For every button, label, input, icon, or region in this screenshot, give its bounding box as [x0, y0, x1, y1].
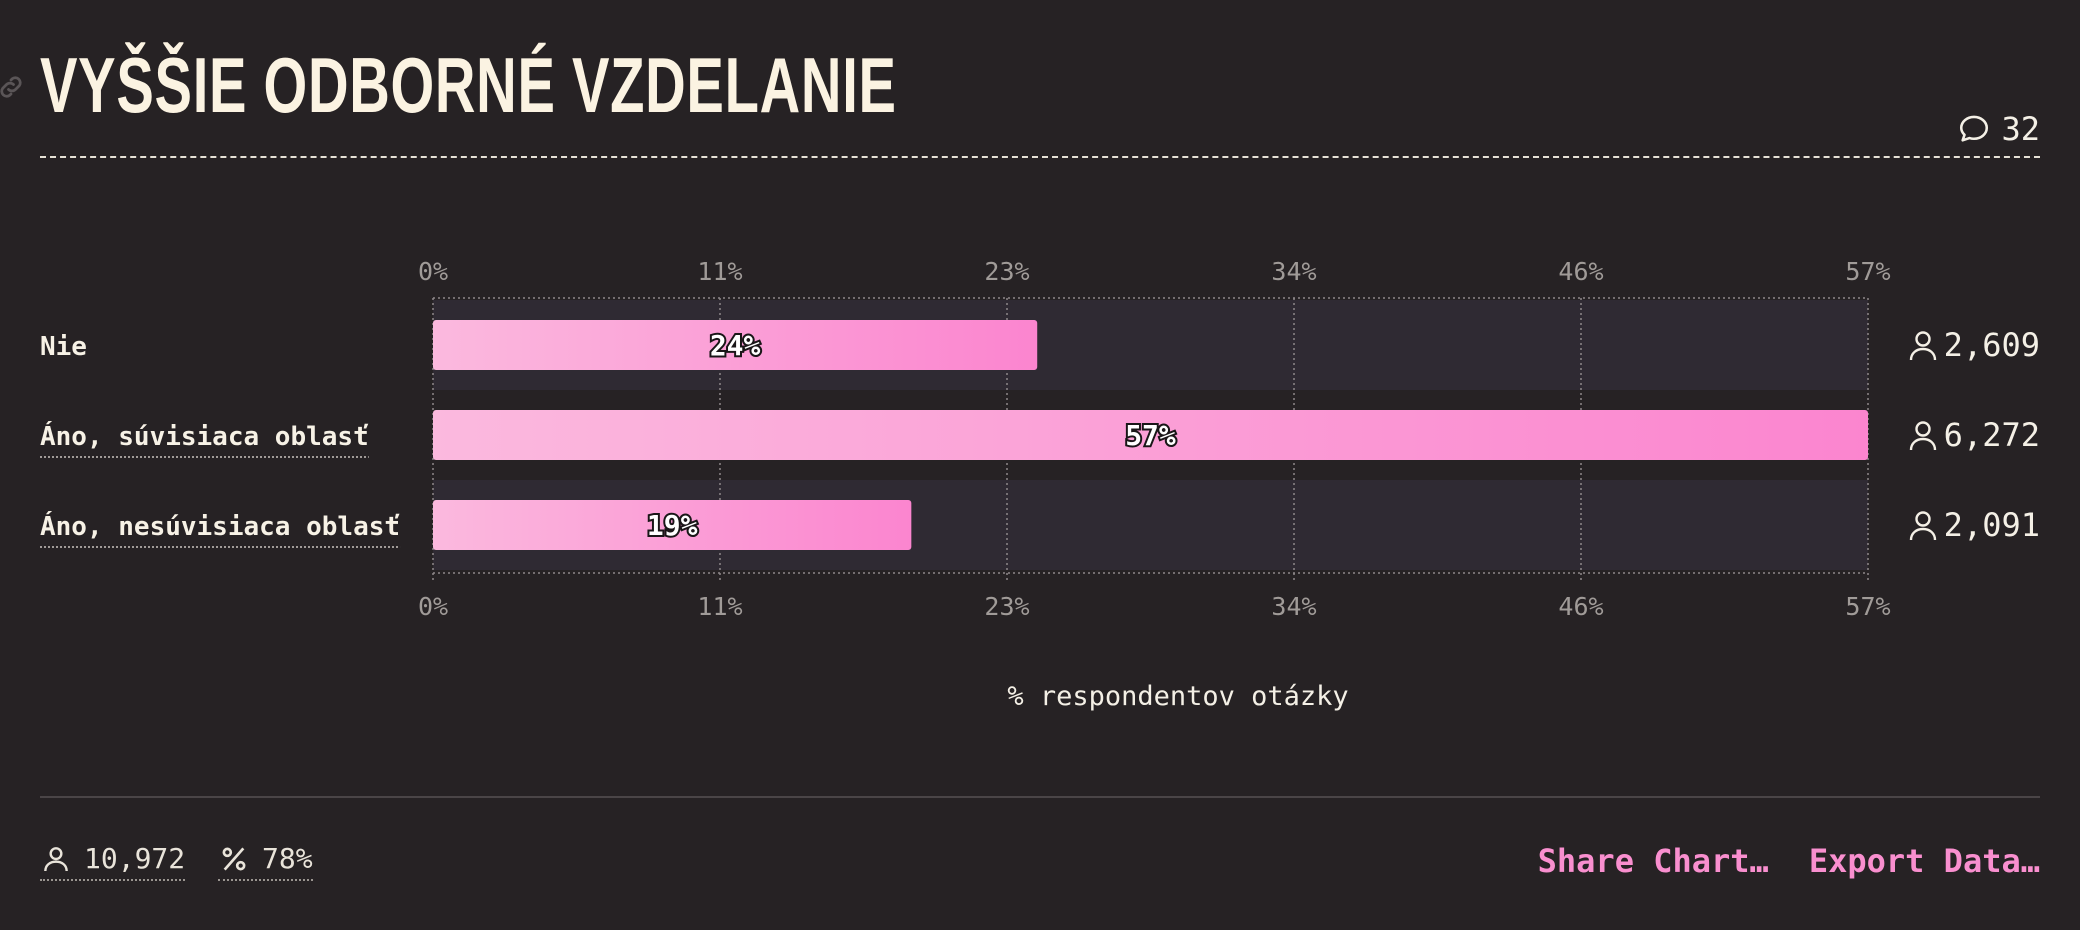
- category-label[interactable]: Áno, súvisiaca oblasť: [40, 420, 369, 452]
- footer-actions: Share Chart… Export Data…: [1538, 842, 2040, 880]
- x-tick-label: 0%: [418, 257, 448, 286]
- chart-header: VYŠŠIE ODBORNÉ VZDELANIE 32: [0, 40, 2040, 160]
- x-tick-label: 34%: [1271, 257, 1316, 286]
- bar[interactable]: [433, 500, 912, 550]
- x-tick-label: 57%: [1845, 257, 1890, 286]
- comment-count: 32: [2001, 110, 2040, 148]
- row-count: 6,272: [1944, 416, 2040, 454]
- x-tick-label: 11%: [697, 592, 742, 621]
- link-icon[interactable]: [0, 72, 26, 102]
- row-count: 2,609: [1944, 326, 2040, 364]
- export-data-button[interactable]: Export Data…: [1808, 842, 2040, 880]
- header-divider: [40, 156, 2040, 158]
- person-icon: [44, 846, 68, 871]
- chart-svg: 0% 0% 11% 11% 23% 23% 34% 34% 46% 46% 57% 57% 24% Nie…: [40, 257, 2040, 712]
- respondents-count: 10,972: [84, 842, 186, 875]
- x-tick-label: 46%: [1558, 257, 1603, 286]
- row-count: 2,091: [1944, 506, 2040, 544]
- person-icon: [1909, 421, 1937, 451]
- page-title: VYŠŠIE ODBORNÉ VZDELANIE: [40, 41, 897, 129]
- comments-button[interactable]: 32: [1957, 110, 2040, 148]
- bar[interactable]: [433, 320, 1038, 370]
- footer-divider: [40, 796, 2040, 798]
- bar[interactable]: [433, 410, 1868, 460]
- category-label[interactable]: Áno, nesúvisiaca oblasť: [40, 510, 400, 542]
- category-label: Nie: [40, 332, 87, 362]
- percent-value: 78%: [262, 842, 313, 875]
- x-tick-label: 23%: [984, 257, 1029, 286]
- x-axis-label: % respondentov otázky: [1007, 681, 1348, 712]
- x-tick-label: 57%: [1845, 592, 1890, 621]
- percent-icon: [222, 846, 246, 871]
- comment-icon: [1960, 115, 1989, 142]
- x-tick-label: 46%: [1558, 592, 1603, 621]
- x-tick-label: 23%: [984, 592, 1029, 621]
- share-chart-button[interactable]: Share Chart…: [1537, 842, 1769, 880]
- percent-stat[interactable]: 78%: [218, 842, 313, 881]
- x-tick-label: 0%: [418, 592, 448, 621]
- bar-value-label: 24%: [710, 329, 761, 362]
- bar-value-label: 19%: [647, 509, 698, 542]
- bar-value-label: 57%: [1125, 419, 1176, 452]
- person-icon: [1909, 331, 1937, 361]
- respondents-stat[interactable]: 10,972: [40, 842, 186, 881]
- x-tick-label: 34%: [1271, 592, 1316, 621]
- person-icon: [1909, 511, 1937, 541]
- x-tick-label: 11%: [697, 257, 742, 286]
- bar-chart: 0% 0% 11% 11% 23% 23% 34% 34% 46% 46% 57% 57% 24% Nie…: [40, 257, 2040, 712]
